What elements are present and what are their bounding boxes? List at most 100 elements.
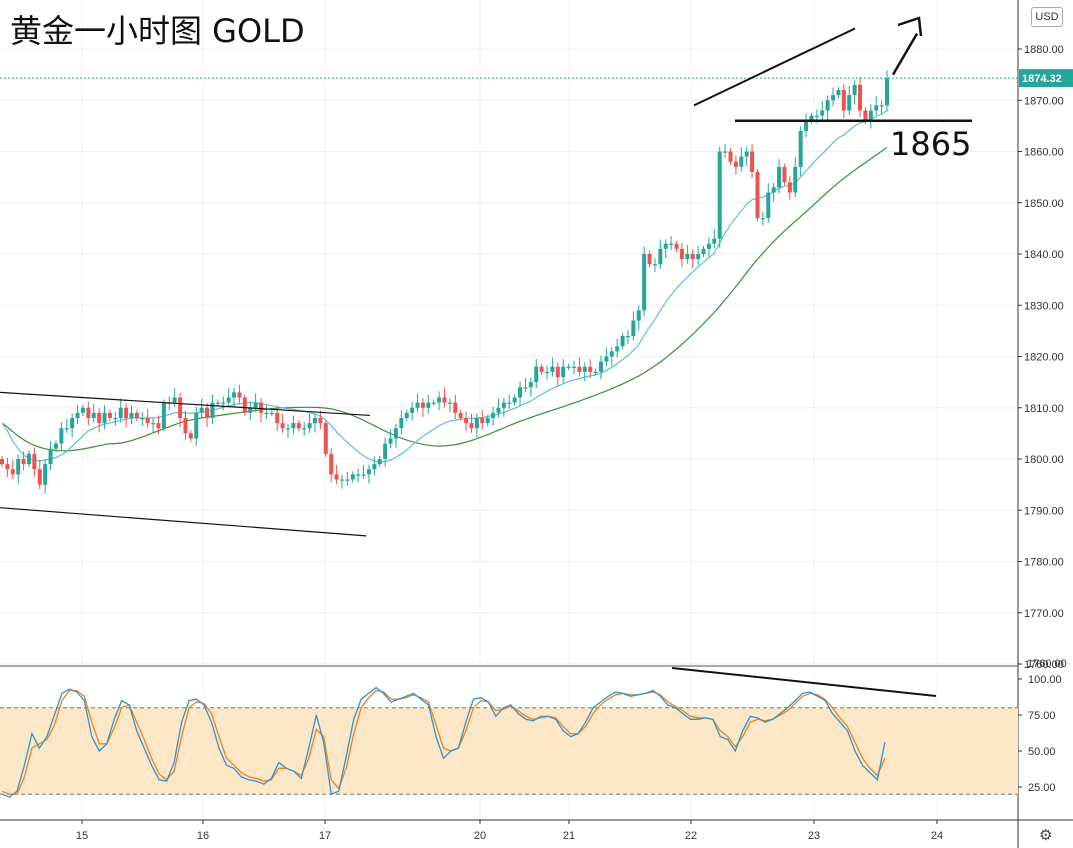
candle-body xyxy=(151,423,156,425)
y-tick-label: 1810.00 xyxy=(1024,403,1064,415)
candle-body xyxy=(512,397,517,403)
candle-body xyxy=(593,371,598,374)
candle-body xyxy=(5,464,10,470)
trend-line xyxy=(693,27,856,107)
candle-body xyxy=(226,397,231,403)
y-axis-main: 1760.00 1770.00 1780.00 1790.00 1800.00 1810.… xyxy=(1018,44,1064,671)
candle-body xyxy=(86,407,91,418)
candle xyxy=(555,362,560,387)
candle xyxy=(156,415,161,435)
candle-body xyxy=(696,254,701,260)
candle-body xyxy=(652,264,657,266)
candle-body xyxy=(415,402,420,408)
candle xyxy=(291,415,296,435)
candle xyxy=(706,237,711,257)
candle-body xyxy=(70,418,75,429)
candle xyxy=(199,398,204,418)
candle-body xyxy=(129,412,134,418)
candle-body xyxy=(474,418,479,429)
gear-icon[interactable]: ⚙ xyxy=(1039,827,1053,844)
candle-body xyxy=(172,397,177,403)
y-axis-oscillator: 25.00 50.00 75.00 100.00 1760.00 xyxy=(1018,658,1067,794)
candle-body xyxy=(323,423,328,454)
candle-body xyxy=(280,423,285,429)
candle-body xyxy=(631,320,636,336)
y-tick-label: 1770.00 xyxy=(1024,608,1064,620)
candle-body xyxy=(663,243,668,249)
candle xyxy=(480,410,485,430)
candle xyxy=(491,406,496,426)
candle xyxy=(474,413,479,438)
candle xyxy=(0,455,4,468)
candle-body xyxy=(534,366,539,383)
candle xyxy=(269,409,274,416)
y-tick-label: 1870.00 xyxy=(1024,95,1064,107)
candle-body xyxy=(690,254,695,260)
candle-body xyxy=(625,336,630,338)
candle-body xyxy=(545,371,550,374)
candle-body xyxy=(798,131,803,167)
candle-body xyxy=(21,459,26,465)
candle-body xyxy=(64,428,69,430)
ma-fast-line xyxy=(1,110,888,463)
candle xyxy=(496,398,501,418)
currency-button[interactable]: USD xyxy=(1031,7,1063,27)
candle-body xyxy=(782,166,787,183)
candle xyxy=(151,418,156,433)
candle xyxy=(825,95,830,120)
candle-body xyxy=(264,412,269,415)
candle xyxy=(232,387,237,407)
candle-body xyxy=(372,464,377,470)
candle xyxy=(804,113,809,138)
candle-body xyxy=(572,366,577,368)
candle xyxy=(809,112,814,124)
candle-body xyxy=(80,407,85,413)
candle xyxy=(550,357,555,377)
candle xyxy=(113,411,118,426)
candle-body xyxy=(259,402,264,413)
y-tick-label: 50.00 xyxy=(1028,746,1056,758)
candle-body xyxy=(723,151,728,153)
candle-body xyxy=(0,459,4,465)
candle xyxy=(393,423,398,448)
x-tick-label: 21 xyxy=(563,830,575,842)
candle-body xyxy=(329,453,334,475)
candle-body xyxy=(669,243,674,245)
candle-body xyxy=(787,182,792,193)
candle-body xyxy=(642,254,647,311)
candle xyxy=(145,408,150,428)
candle xyxy=(248,401,253,421)
candle xyxy=(518,381,523,406)
candle xyxy=(10,460,15,479)
candle-body xyxy=(10,469,15,475)
candle-body xyxy=(620,336,625,347)
candle-body xyxy=(75,412,80,418)
candle xyxy=(696,246,701,266)
y-tick-label: 1830.00 xyxy=(1024,300,1064,312)
candle xyxy=(91,403,96,423)
channel-lower-line xyxy=(0,507,367,537)
candle-body xyxy=(458,412,463,418)
candle xyxy=(464,411,469,431)
candle-body xyxy=(491,412,496,418)
candle-body xyxy=(793,166,798,193)
candle xyxy=(339,474,344,489)
candle-body xyxy=(404,412,409,418)
candle-body xyxy=(26,453,31,465)
candle xyxy=(242,394,247,416)
y-tick-label: 1860.00 xyxy=(1024,147,1064,159)
candle-body xyxy=(809,115,814,121)
candle xyxy=(847,85,852,116)
candle-body xyxy=(339,479,344,481)
candle xyxy=(183,410,188,440)
candle xyxy=(43,459,48,494)
candle-body xyxy=(604,356,609,362)
candle xyxy=(658,239,663,269)
candle xyxy=(566,363,571,370)
candle xyxy=(534,359,539,389)
candle-body xyxy=(636,310,641,321)
candle xyxy=(26,450,31,468)
candle xyxy=(798,126,803,177)
candle xyxy=(631,311,636,341)
